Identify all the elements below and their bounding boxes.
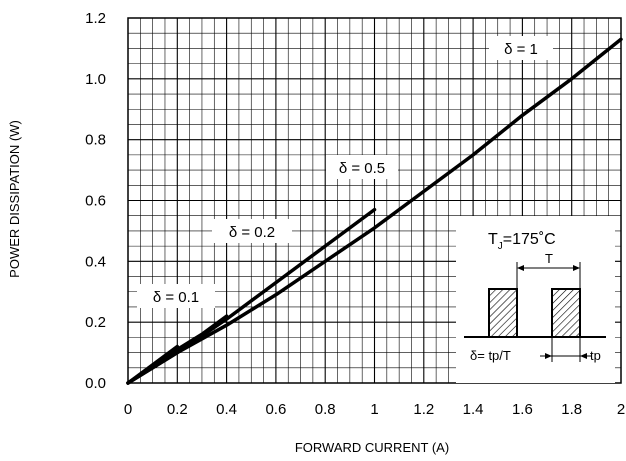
plot-frame [127,17,622,384]
y-tick-label: 1.0 [85,71,106,88]
y-tick-label: 0.6 [85,193,106,210]
x-tick-label: 0.2 [167,401,188,418]
x-tick-label: 0.8 [315,401,336,418]
duty-formula: δ= tp/T [470,348,511,363]
y-axis-title: POWER DISSIPATION (W) [7,120,22,278]
svg-text:δ = 0.5: δ = 0.5 [339,160,385,177]
pulse-1 [488,288,518,338]
tj-label: TJ=175˚C [488,231,556,252]
x-tick-label: 0.6 [265,401,286,418]
svg-text:δ = 0.1: δ = 0.1 [153,289,199,306]
x-tick-label: 1.4 [463,401,484,418]
series-line-3 [126,344,180,385]
svg-text:δ = 1: δ = 1 [504,41,538,58]
curve-label-d02: δ = 0.2 [212,219,292,243]
x-tick-label: 0 [124,401,132,418]
series-layer [126,37,623,385]
y-tick-label: 0.2 [85,314,106,331]
svg-text:δ = 0.2: δ = 0.2 [229,224,275,241]
x-tick-label: 2 [617,401,625,418]
x-tick-label: 1.2 [413,401,434,418]
x-axis-title: FORWARD CURRENT (A) [295,440,449,455]
y-tick-labels: 0.0 0.2 0.4 0.6 0.8 1.0 1.2 [85,10,106,392]
svg-text:T: T [545,251,553,266]
tp-label: tp [590,348,601,363]
y-tick-label: 0.4 [85,253,106,270]
x-tick-label: 1.6 [512,401,533,418]
x-tick-label: 1 [370,401,378,418]
y-tick-label: 0.8 [85,132,106,149]
curve-label-d1: δ = 1 [489,36,553,60]
duty-cycle-inset: TJ=175˚C T δ= tp/T tp [456,216,615,383]
x-tick-labels: 0 0.2 0.4 0.6 0.8 1 1.2 1.4 1.6 1.8 2 [124,401,625,418]
x-tick-label: 0.4 [216,401,237,418]
pulse-2 [551,288,581,338]
y-tick-label: 1.2 [85,10,106,27]
curve-label-d01: δ = 0.1 [137,284,215,308]
curve-label-d05: δ = 0.5 [326,155,398,179]
x-tick-label: 1.8 [561,401,582,418]
y-tick-label: 0.0 [85,375,106,392]
